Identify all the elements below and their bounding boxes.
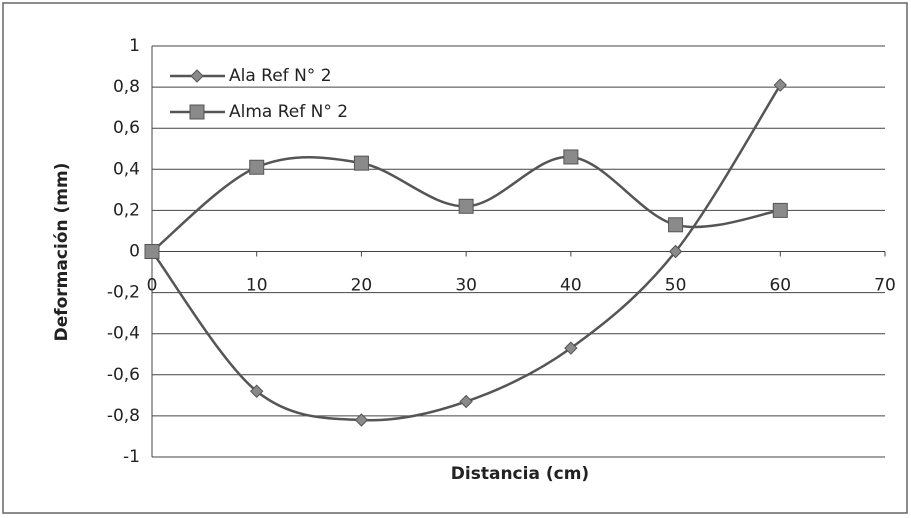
x-tick-label: 70 [874, 276, 896, 296]
x-tick-label: 30 [455, 276, 477, 296]
legend-label: Alma Ref N° 2 [229, 102, 348, 122]
data-point [354, 413, 369, 427]
x-axis-label: Distancia (cm) [451, 464, 589, 484]
data-point [458, 198, 474, 214]
x-tick-label: 60 [769, 276, 791, 296]
y-tick-label: -1 [123, 447, 140, 467]
y-tick-label: 0,6 [113, 118, 140, 138]
x-tick-label: 10 [246, 276, 268, 296]
data-point [564, 341, 578, 355]
x-tick-label: 50 [665, 276, 687, 296]
x-tick-label: 0 [147, 276, 158, 296]
y-tick-label: 1 [129, 36, 140, 56]
data-point [459, 394, 473, 409]
y-tick-label: -0,8 [107, 406, 140, 426]
x-tick-label: 20 [351, 276, 373, 296]
legend-marker [190, 69, 204, 83]
data-point [668, 244, 683, 259]
y-tick-label: 0,4 [113, 159, 140, 179]
data-point [353, 155, 369, 171]
data-point [144, 244, 160, 259]
data-point [773, 78, 787, 92]
y-tick-label: -0,6 [107, 365, 140, 385]
y-tick-label: 0 [129, 242, 140, 262]
y-tick-label: -0,4 [107, 324, 140, 344]
data-point [772, 202, 788, 218]
data-point [249, 159, 265, 175]
legend-marker [189, 104, 205, 120]
y-tick-label: -0,2 [107, 283, 140, 303]
data-point [250, 384, 264, 398]
data-point [563, 149, 579, 165]
data-point [668, 217, 684, 233]
legend-label: Ala Ref N° 2 [229, 66, 332, 86]
y-tick-label: 0,2 [113, 200, 140, 220]
x-tick-label: 40 [560, 276, 582, 296]
y-axis-label: Deformación (mm) [52, 163, 72, 342]
y-tick-label: 0,8 [113, 77, 140, 97]
